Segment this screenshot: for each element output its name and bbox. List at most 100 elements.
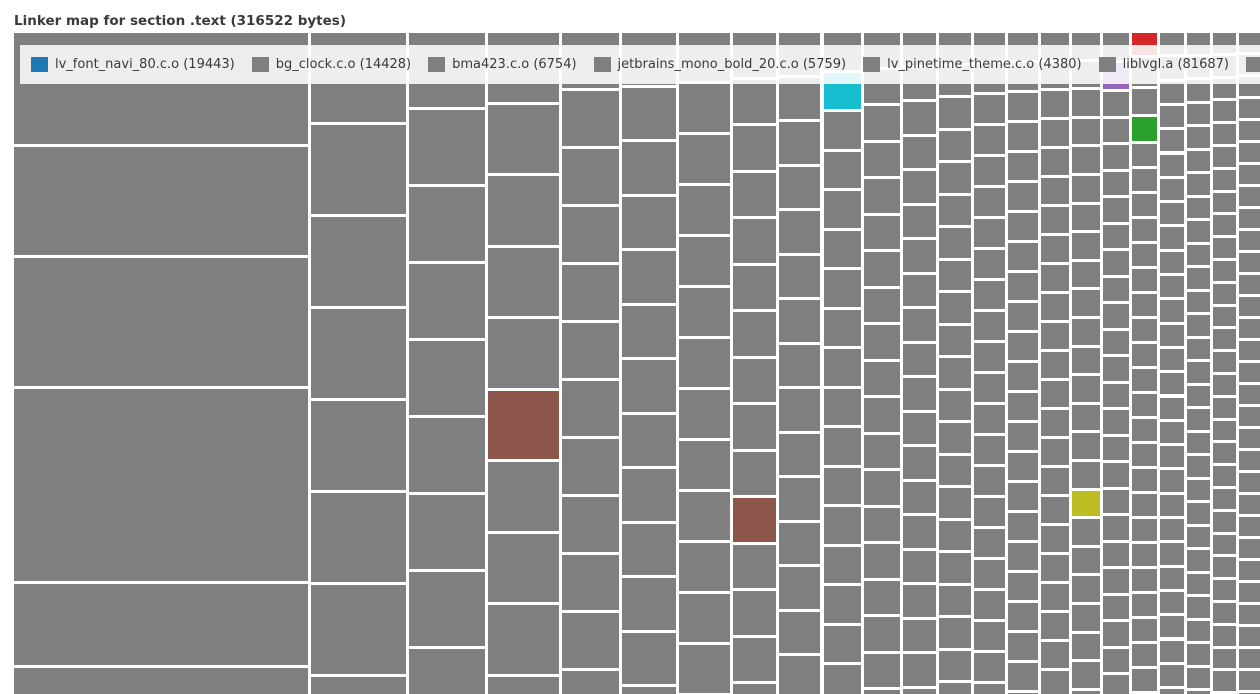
treemap-cell[interactable] — [864, 398, 900, 432]
treemap-cell[interactable] — [622, 578, 676, 630]
treemap-cell[interactable] — [1132, 144, 1157, 166]
treemap-cell[interactable] — [1239, 671, 1260, 690]
treemap-cell[interactable] — [1072, 376, 1100, 402]
treemap-cell[interactable] — [562, 149, 619, 204]
treemap-cell[interactable] — [1187, 291, 1210, 312]
treemap-cell[interactable] — [1213, 283, 1236, 304]
treemap-cell[interactable] — [562, 381, 619, 436]
treemap-cell[interactable] — [562, 265, 619, 320]
treemap-cell[interactable] — [1041, 410, 1069, 436]
treemap-cell[interactable] — [779, 122, 820, 164]
treemap-cell[interactable] — [1041, 381, 1069, 407]
treemap-cell[interactable] — [1041, 584, 1069, 610]
treemap-cell[interactable] — [311, 493, 406, 582]
treemap-cell[interactable] — [824, 309, 861, 346]
treemap-cell[interactable] — [1239, 275, 1260, 294]
treemap-cell[interactable] — [864, 142, 900, 176]
treemap-cell[interactable] — [311, 677, 406, 694]
treemap-cell[interactable] — [679, 135, 730, 183]
treemap-cell[interactable] — [311, 309, 406, 398]
treemap-cell[interactable] — [1239, 209, 1260, 228]
treemap-cell[interactable] — [864, 106, 900, 140]
treemap-cell[interactable] — [1132, 419, 1157, 441]
treemap-cell[interactable] — [1132, 594, 1157, 616]
treemap-cell[interactable] — [824, 270, 861, 307]
treemap-cell[interactable] — [1132, 244, 1157, 266]
treemap-cell[interactable] — [1239, 407, 1260, 426]
treemap-cell[interactable] — [1041, 323, 1069, 349]
treemap-cell[interactable] — [1160, 178, 1184, 201]
treemap-cell[interactable] — [779, 77, 820, 119]
treemap-cell[interactable] — [1072, 319, 1100, 345]
treemap-cell[interactable] — [1187, 550, 1210, 571]
treemap-cell[interactable] — [779, 211, 820, 253]
treemap-cell[interactable] — [1103, 569, 1129, 593]
treemap-cell-brown[interactable] — [488, 390, 559, 459]
treemap-cell[interactable] — [864, 215, 900, 249]
treemap-cell[interactable] — [864, 434, 900, 468]
treemap-cell[interactable] — [1239, 363, 1260, 382]
treemap-cell[interactable] — [733, 637, 776, 681]
treemap-cell[interactable] — [562, 323, 619, 378]
treemap-cell[interactable] — [679, 390, 730, 438]
treemap-cell[interactable] — [1160, 154, 1184, 176]
treemap-cell[interactable] — [1213, 101, 1236, 122]
treemap-cell[interactable] — [733, 544, 776, 588]
treemap-cell[interactable] — [1008, 633, 1038, 660]
treemap-cell[interactable] — [679, 186, 730, 234]
treemap-cell[interactable] — [1072, 519, 1100, 545]
treemap-cell[interactable] — [1239, 473, 1260, 492]
treemap-cell[interactable] — [1132, 644, 1157, 666]
treemap-cell[interactable] — [1213, 580, 1236, 600]
treemap-cell[interactable] — [622, 87, 676, 139]
treemap-cell[interactable] — [864, 471, 900, 505]
treemap-cell[interactable] — [1160, 348, 1184, 371]
treemap-cell[interactable] — [1160, 519, 1184, 541]
treemap-cell[interactable] — [409, 572, 485, 646]
treemap-cell[interactable] — [679, 492, 730, 540]
treemap-cell[interactable] — [1187, 644, 1210, 665]
treemap-cell[interactable] — [1132, 89, 1157, 114]
treemap-cell[interactable] — [488, 176, 559, 245]
treemap-cell[interactable] — [1187, 362, 1210, 383]
treemap-cell[interactable] — [824, 230, 861, 267]
treemap-cell[interactable] — [1041, 671, 1069, 694]
treemap-cell[interactable] — [939, 325, 971, 355]
treemap-cell[interactable] — [1239, 495, 1260, 514]
treemap-cell[interactable] — [974, 343, 1005, 371]
treemap-cell[interactable] — [1132, 169, 1157, 191]
treemap-cell[interactable] — [488, 533, 559, 602]
treemap-cell[interactable] — [622, 469, 676, 521]
treemap-cell[interactable] — [1160, 373, 1184, 395]
treemap-cell[interactable] — [1103, 542, 1129, 566]
treemap-cell[interactable] — [1160, 616, 1184, 638]
treemap-cell[interactable] — [679, 594, 730, 642]
treemap-cell[interactable] — [903, 654, 936, 686]
treemap-cell[interactable] — [974, 560, 1005, 588]
treemap-cell[interactable] — [1213, 443, 1236, 464]
treemap-cell[interactable] — [14, 258, 308, 386]
treemap-cell[interactable] — [1041, 149, 1069, 175]
treemap-cell[interactable] — [488, 676, 559, 694]
treemap-cell[interactable] — [733, 358, 776, 402]
treemap-cell[interactable] — [939, 260, 971, 290]
treemap-cell[interactable] — [1213, 648, 1236, 669]
treemap-cell[interactable] — [1187, 315, 1210, 336]
treemap-cell[interactable] — [1132, 669, 1157, 691]
treemap-cell[interactable] — [1103, 92, 1129, 116]
treemap-cell[interactable] — [14, 389, 308, 581]
treemap-cell[interactable] — [1239, 649, 1260, 668]
treemap-cell[interactable] — [1160, 640, 1184, 662]
treemap-cell[interactable] — [488, 605, 559, 674]
treemap-cell[interactable] — [779, 522, 820, 564]
treemap-cell[interactable] — [1008, 183, 1038, 210]
treemap-cell[interactable] — [562, 91, 619, 146]
treemap-cell[interactable] — [903, 550, 936, 582]
treemap-cell[interactable] — [864, 617, 900, 651]
treemap-cell[interactable] — [939, 618, 971, 648]
treemap-cell[interactable] — [679, 237, 730, 285]
treemap-cell[interactable] — [1132, 319, 1157, 341]
treemap-cell[interactable] — [622, 305, 676, 357]
treemap-cell[interactable] — [1239, 385, 1260, 404]
treemap-cell[interactable] — [1213, 625, 1236, 646]
